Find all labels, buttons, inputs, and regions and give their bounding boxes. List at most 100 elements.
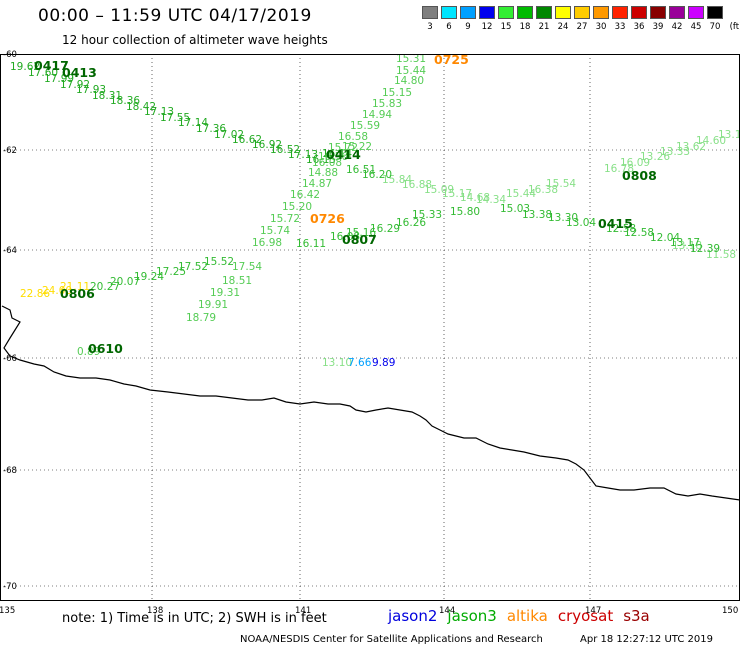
pass-time-label: 0807: [342, 232, 377, 247]
coastline: [1, 305, 740, 501]
pass-time-label: 0414: [326, 147, 361, 162]
wave-height-value: 16.42: [290, 189, 320, 201]
wave-height-value: 14.87: [302, 178, 332, 190]
wave-height-value: 12.39: [690, 243, 720, 255]
wave-height-value: 13.04: [566, 217, 596, 229]
generated-timestamp: Apr 18 12:27:12 UTC 2019: [580, 634, 713, 645]
wave-height-value: 12.58: [624, 227, 654, 239]
wave-height-value: 15.44: [506, 188, 536, 200]
legend-swatch: [517, 6, 533, 19]
wave-height-value: 18.36: [110, 95, 140, 107]
wave-height-value: 16.08: [330, 231, 360, 243]
legend-label: 39: [652, 22, 664, 32]
wave-height-value: 17.25: [156, 266, 186, 278]
pass-time-label: 0413: [62, 65, 97, 80]
wave-height-value: 20.27: [90, 281, 120, 293]
wave-height-value: 14.80: [394, 75, 424, 87]
wave-height-value: 15.20: [282, 201, 312, 213]
satellite-name: jason3: [447, 607, 497, 625]
wave-height-value: 16.20: [362, 169, 392, 181]
wave-height-value: 18.31: [92, 90, 122, 102]
legend-swatch: [612, 6, 628, 19]
longitude-label: 135: [0, 606, 15, 616]
latitude-label: -62: [3, 146, 17, 156]
legend-label: 12: [481, 22, 493, 32]
wave-height-value: 19.91: [198, 299, 228, 311]
satellite-name: jason2: [388, 607, 438, 625]
legend-swatch: [669, 6, 685, 19]
wave-height-value: 13.33: [660, 146, 690, 158]
wave-height-value: 16.14: [322, 148, 352, 160]
pass-time-label: 0806: [60, 286, 95, 301]
wave-height-value: 17.14: [178, 117, 208, 129]
wave-height-value: 18.51: [222, 275, 252, 287]
latitude-label: -68: [3, 466, 17, 476]
satellite-name: s3a: [623, 607, 650, 625]
longitude-label: 150: [722, 606, 738, 616]
legend-swatch: [555, 6, 571, 19]
wave-height-value: 24.00: [42, 285, 72, 297]
wave-height-value: 13.62: [676, 141, 706, 153]
wave-height-value: 15.80: [450, 206, 480, 218]
wave-height-value: 14.94: [362, 109, 392, 121]
wave-height-value: 15.72: [328, 142, 358, 154]
wave-height-value: 17.13: [144, 106, 174, 118]
wave-height-value: 16.38: [528, 184, 558, 196]
wave-height-value: 13.30: [548, 212, 578, 224]
pass-time-label: 0726: [310, 211, 345, 226]
wave-height-value: 15.16: [346, 227, 376, 239]
longitude-label: 147: [585, 606, 601, 616]
legend-swatch: [479, 6, 495, 19]
wave-height-value: 17.92: [60, 79, 90, 91]
wave-height-value: 16.62: [232, 134, 262, 146]
legend-label: 33: [614, 22, 626, 32]
wave-height-value: 17.54: [232, 261, 262, 273]
wave-height-value: 16.11: [296, 238, 326, 250]
wave-height-value: 12.58: [606, 223, 636, 235]
wave-height-value: 15.74: [260, 225, 290, 237]
wave-height-value: 16.08: [312, 157, 342, 169]
satellite-name: cryosat: [557, 607, 614, 625]
wave-height-value: 15.72: [270, 213, 300, 225]
wave-height-value: 9.89: [372, 357, 395, 369]
wave-height-value: 15.84: [382, 174, 412, 186]
wave-height-value: 14.34: [476, 194, 506, 206]
legend-swatch: [441, 6, 457, 19]
credit-text: NOAA/NESDIS Center for Satellite Applica…: [240, 634, 543, 645]
longitude-label: 138: [147, 606, 163, 616]
wave-height-value: 13.38: [522, 209, 552, 221]
wave-height-value: 15.31: [396, 53, 426, 65]
wave-height-value: 15.54: [546, 178, 576, 190]
wave-height-value: 15.52: [204, 256, 234, 268]
wave-height-value: 14.68: [460, 192, 490, 204]
pass-time-label: 0610: [88, 341, 123, 356]
wave-height-value: 15.17: [442, 188, 472, 200]
longitude-label: 141: [295, 606, 311, 616]
wave-height-value: 17.36: [196, 123, 226, 135]
satellite-legend: jason2 jason3 altika cryosat s3a: [388, 607, 660, 625]
legend-label: 3: [427, 22, 433, 32]
legend-label: 18: [519, 22, 531, 32]
map-frame: [0, 54, 740, 601]
legend-swatch: [707, 6, 723, 19]
wave-height-value: 0.89: [77, 346, 100, 358]
wave-height-value: 14.60: [696, 135, 726, 147]
wave-height-value: 17.93: [76, 84, 106, 96]
pass-time-label: 0808: [622, 168, 657, 183]
legend-label: 42: [671, 22, 683, 32]
pass-time-label: 0725: [434, 52, 469, 67]
legend-label: 21: [538, 22, 550, 32]
legend-swatch: [422, 6, 438, 19]
wave-height-value: 17.99: [44, 73, 74, 85]
legend-label: 9: [465, 22, 471, 32]
pass-time-label: 0415: [598, 216, 633, 231]
wave-height-value: 22.86: [20, 288, 50, 300]
wave-height-value: 16.56: [318, 151, 348, 163]
page-subtitle: 12 hour collection of altimeter wave hei…: [62, 33, 328, 47]
legend-label: 30: [595, 22, 607, 32]
wave-height-value: 18.42: [126, 101, 156, 113]
wave-height-value: 19.24: [134, 271, 164, 283]
